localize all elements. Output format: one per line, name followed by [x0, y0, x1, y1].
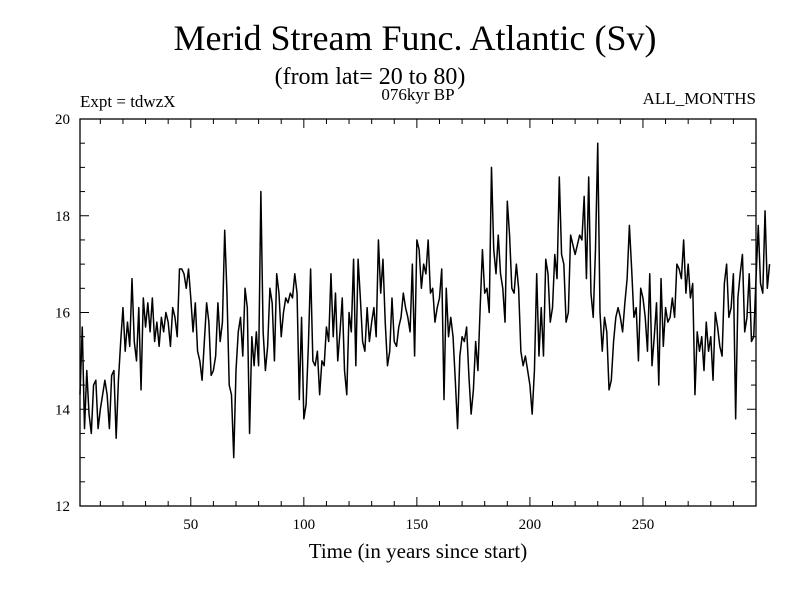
- plot-area: 50 100 150 200 250 12 14 16 18 20: [55, 112, 771, 533]
- x-tick-label: 100: [293, 517, 316, 533]
- x-tick-label: 150: [406, 517, 429, 533]
- months-label: ALL_MONTHS: [643, 89, 756, 108]
- y-tick-label: 16: [55, 306, 71, 322]
- y-tick-label: 12: [55, 499, 70, 515]
- y-tick-label: 20: [55, 112, 70, 128]
- y-tick-label: 18: [55, 209, 70, 225]
- x-axis-label: Time (in years since start): [309, 539, 528, 563]
- plot-frame: [79, 118, 757, 507]
- series-line: [79, 142, 771, 459]
- chart-subtitle: (from lat= 20 to 80): [275, 64, 466, 90]
- x-tick-label: 250: [632, 517, 655, 533]
- chart-title: Merid Stream Func. Atlantic (Sv): [174, 18, 657, 58]
- y-tick-label: 14: [55, 402, 71, 418]
- experiment-label: Expt = tdwzX: [80, 92, 176, 111]
- x-tick-label: 200: [519, 517, 542, 533]
- x-tick-label: 50: [183, 517, 198, 533]
- period-label: 076kyr BP: [381, 85, 454, 104]
